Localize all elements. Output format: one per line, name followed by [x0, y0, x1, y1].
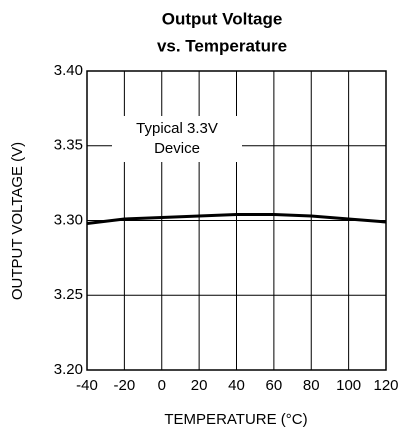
y-tick-label: 3.35 [54, 137, 83, 154]
x-tick-label: -20 [114, 377, 136, 394]
x-tick-label: 100 [336, 377, 361, 394]
x-tick-label: 60 [266, 377, 283, 394]
chart-title: Output Voltage [162, 9, 283, 28]
y-tick-label: 3.25 [54, 286, 83, 303]
chart-title: vs. Temperature [157, 36, 287, 55]
y-axis-label: OUTPUT VOLTAGE (V) [9, 142, 26, 300]
x-tick-label: 20 [191, 377, 208, 394]
x-tick-label: 40 [228, 377, 245, 394]
y-tick-label: 3.20 [54, 361, 83, 378]
data-line [86, 213, 387, 225]
y-tick-label: 3.40 [54, 62, 83, 79]
annotation-box [112, 116, 242, 162]
x-tick-label: 0 [158, 377, 166, 394]
x-tick-label: 120 [373, 377, 398, 394]
y-tick-label: 3.30 [54, 211, 83, 228]
x-tick-label: 80 [303, 377, 320, 394]
annotation: Device [154, 140, 200, 157]
annotation: Typical 3.3V [136, 120, 218, 137]
x-tick-label: -40 [76, 377, 98, 394]
x-axis-label: TEMPERATURE (°C) [164, 411, 307, 428]
